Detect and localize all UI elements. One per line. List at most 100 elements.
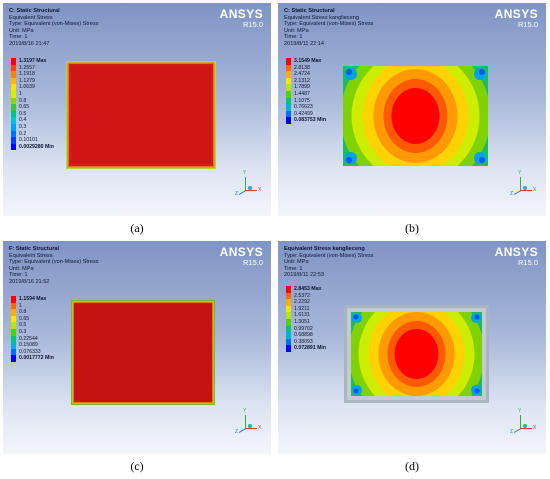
legend-row: 0.76623 [286,104,336,111]
legend-row: 0.5 [11,110,61,118]
legend-value: 1.1918 [19,71,35,78]
legend-swatch [286,332,291,339]
legend-swatch [286,312,291,319]
legend-row: 1.6131 [286,312,336,319]
legend-swatch [11,84,16,91]
legend-swatch [11,296,16,303]
panel-b: C: Static Structural Equivalent Stress k… [278,3,546,216]
legend-row: 0.0017772 Min [11,355,61,362]
legend-row: 0.3 [11,123,61,131]
color-legend: 1.1594 Max 1 0.8 0.65 0.5 0.3 0.22544 0.… [11,296,61,362]
legend-row: 0.15089 [11,342,61,349]
legend-value: 0.2 [19,130,27,137]
legend-row: 0.38093 [286,338,336,346]
result-name: Equivalent Stress kanglieceng [284,246,365,252]
legend-swatch [286,58,291,65]
legend-swatch [11,355,16,362]
legend-swatch [11,342,16,349]
legend-swatch [286,299,291,306]
legend-max-value: 1.1594 Max [19,296,47,302]
analysis-name: C: Static Structural [9,8,60,14]
legend-swatch [11,71,16,78]
legend-row: 0.8 [11,97,61,105]
legend-swatch [11,143,16,151]
result-time: Time: 1 [284,34,303,41]
legend-max-value: 1.3197 Max [19,58,47,64]
legend-swatch [286,286,291,293]
legend-row: 1.3051 [286,318,336,326]
legend-row: 0.65 [11,315,61,323]
legend-row: 0.4 [11,117,61,124]
legend-value: 0.15089 [19,342,38,349]
legend-max-value: 2.8453 Max [294,286,322,292]
legend-swatch [11,97,16,105]
legend-row: 1.9211 [286,305,336,313]
legend-value: 0.65 [19,104,30,111]
legend-row: 1.3197 Max [11,58,61,65]
result-unit: Unit: MPa [284,259,309,266]
legend-row: 1.1594 Max [11,296,61,303]
legend-row: 0.22544 [11,335,61,343]
brand-version: R15.0 [517,258,538,267]
legend-value: 0.3 [19,123,27,130]
legend-min-value: 0.0029280 Min [19,143,54,150]
result-unit: Unit: MPa [9,265,34,272]
legend-swatch [11,315,16,323]
result-header: F: Static Structural Equivalent Stress T… [9,246,99,286]
brand-version: R15.0 [517,20,538,29]
legend-swatch [11,335,16,343]
panel-c: F: Static Structural Equivalent Stress T… [3,241,271,454]
result-time: Time: 1 [284,265,303,272]
result-unit: Unit: MPa [284,27,309,34]
analysis-name: F: Static Structural [9,246,60,252]
result-unit: Unit: MPa [9,27,34,34]
legend-value: 0.076333 [19,348,41,355]
legend-swatch [11,90,16,98]
legend-value: 0.76623 [294,104,313,111]
legend-swatch [11,348,16,356]
result-date: 2019/8/11 22:53 [284,272,325,279]
legend-value: 2.4724 [294,71,310,78]
legend-value: 1 [19,302,22,309]
result-type: Type: Equivalent (von-Mises) Stress [284,21,374,28]
stress-contour-plot [343,66,488,166]
legend-value: 0.65 [19,315,30,322]
panel-d: Equivalent Stress kanglieceng Type: Equi… [278,241,546,454]
legend-swatch [11,77,16,85]
legend-swatch [11,123,16,131]
legend-row: 2.5372 [286,292,336,300]
legend-max-value: 3.1549 Max [294,58,322,64]
legend-swatch [11,58,16,65]
legend-row: 0.68898 [286,332,336,339]
legend-swatch [286,345,291,352]
caption-c: (c) [130,459,144,473]
legend-row: 1.7899 [286,84,336,91]
legend-value: 2.1312 [294,77,310,84]
legend-row: 1.0639 [11,84,61,91]
legend-row: 0.0029280 Min [11,143,61,151]
legend-min-value: 0.083753 Min [294,117,327,124]
result-header: C: Static Structural Equivalent Stress k… [284,8,374,48]
legend-value: 2.5372 [294,292,310,299]
legend-row: 0.10101 [11,137,61,144]
legend-row: 0.083753 Min [286,117,336,124]
legend-value: 1.0639 [19,84,35,91]
color-legend: 2.8453 Max 2.5372 2.2292 1.9211 1.6131 1… [286,286,336,352]
legend-value: 0.4 [19,117,27,124]
legend-swatch [286,71,291,78]
legend-swatch [11,110,16,118]
legend-swatch [286,84,291,91]
legend-swatch [11,302,16,310]
result-date: 2019/8/11 22:14 [284,40,325,47]
legend-value: 1.6131 [294,312,310,319]
result-name: Equivalent Stress [9,252,53,259]
legend-swatch [286,318,291,326]
legend-value: 0.5 [19,322,27,329]
stress-contour-plot [344,305,489,403]
legend-min-value: 0.0017772 Min [19,355,54,362]
legend-value: 0.8 [19,309,27,316]
legend-row: 2.2292 [286,299,336,306]
brand-version: R15.0 [242,258,263,267]
